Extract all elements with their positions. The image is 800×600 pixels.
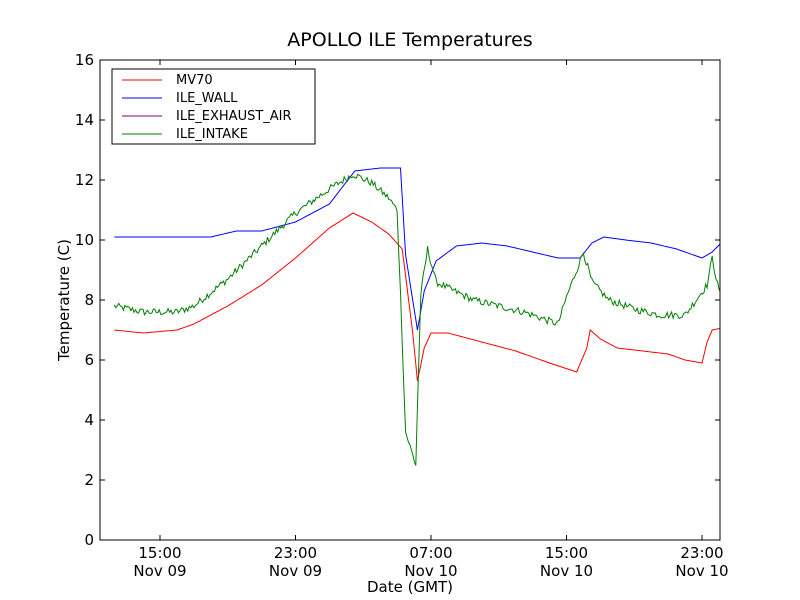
x-axis-label: Date (GMT): [367, 578, 453, 596]
x-tick-label-date: Nov 09: [133, 562, 186, 580]
x-tick-label-time: 23:00: [274, 544, 317, 562]
y-tick-label: 10: [75, 231, 94, 249]
legend-label-ile-wall: ILE_WALL: [176, 91, 238, 106]
legend-label-ile-intake: ILE_INTAKE: [176, 127, 248, 142]
y-axis-label: Temperature (C): [55, 239, 73, 362]
y-tick-label: 4: [84, 411, 94, 429]
y-tick-label: 8: [84, 291, 94, 309]
x-tick-label-time: 07:00: [409, 544, 452, 562]
x-tick-label-time: 15:00: [545, 544, 588, 562]
x-tick-label-date: Nov 09: [269, 562, 322, 580]
y-tick-label: 12: [75, 171, 94, 189]
legend-label-mv70: MV70: [176, 73, 213, 88]
y-tick-label: 2: [84, 471, 94, 489]
x-tick-label-date: Nov 10: [404, 562, 457, 580]
x-tick-label-time: 15:00: [138, 544, 181, 562]
x-tick-label-time: 23:00: [680, 544, 723, 562]
series-line-ile-intake: [113, 173, 720, 466]
chart-title: APOLLO ILE Temperatures: [287, 29, 532, 51]
series-line-mv70: [114, 212, 720, 382]
y-tick-label: 0: [84, 531, 94, 549]
x-tick-label-date: Nov 10: [675, 562, 728, 580]
y-tick-label: 6: [84, 351, 94, 369]
series-layer: [113, 167, 720, 466]
x-tick-label-date: Nov 10: [540, 562, 593, 580]
legend: MV70 ILE_WALL ILE_EXHAUST_AIR ILE_INTAKE: [111, 68, 316, 145]
legend-box: [111, 68, 316, 145]
y-tick-label: 16: [75, 51, 94, 69]
legend-label-ile-exhaust-air: ILE_EXHAUST_AIR: [176, 109, 292, 124]
series-line-ile-wall: [114, 167, 720, 331]
y-tick-label: 14: [75, 111, 94, 129]
